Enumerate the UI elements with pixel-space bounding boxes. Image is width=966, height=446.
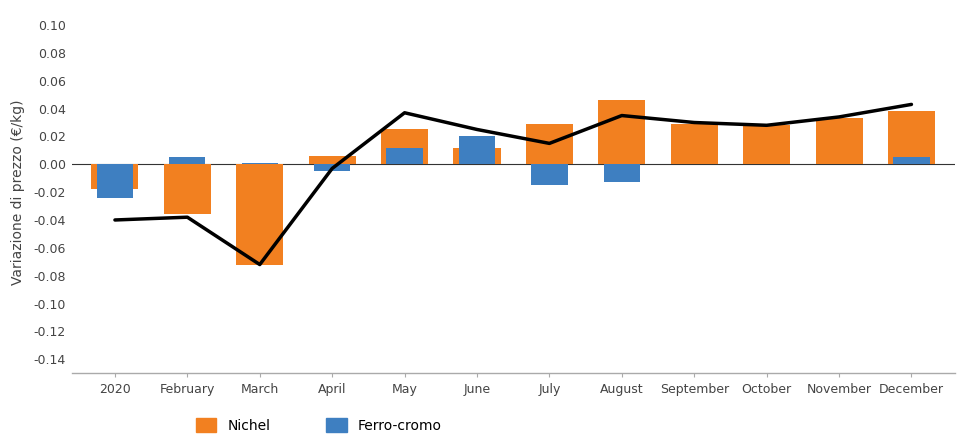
Bar [381, 129, 428, 164]
Bar [314, 164, 351, 171]
Bar [743, 125, 790, 164]
Bar [604, 164, 639, 182]
Bar [670, 124, 718, 164]
Bar [526, 124, 573, 164]
Bar [237, 164, 283, 264]
Y-axis label: Variazione di prezzo (€/kg): Variazione di prezzo (€/kg) [12, 99, 25, 285]
Bar [894, 157, 929, 164]
Bar [453, 148, 500, 164]
Bar [459, 136, 496, 164]
Bar [242, 163, 278, 164]
Bar [888, 112, 935, 164]
Bar [598, 100, 645, 164]
Bar [164, 164, 211, 215]
Bar [92, 164, 138, 190]
Bar [169, 157, 206, 164]
Bar [97, 164, 133, 198]
Bar [815, 118, 863, 164]
Bar [309, 156, 355, 164]
Bar [386, 148, 423, 164]
Bar [531, 164, 567, 185]
Legend: Nichel, Ferro-cromo: Nichel, Ferro-cromo [190, 413, 447, 438]
